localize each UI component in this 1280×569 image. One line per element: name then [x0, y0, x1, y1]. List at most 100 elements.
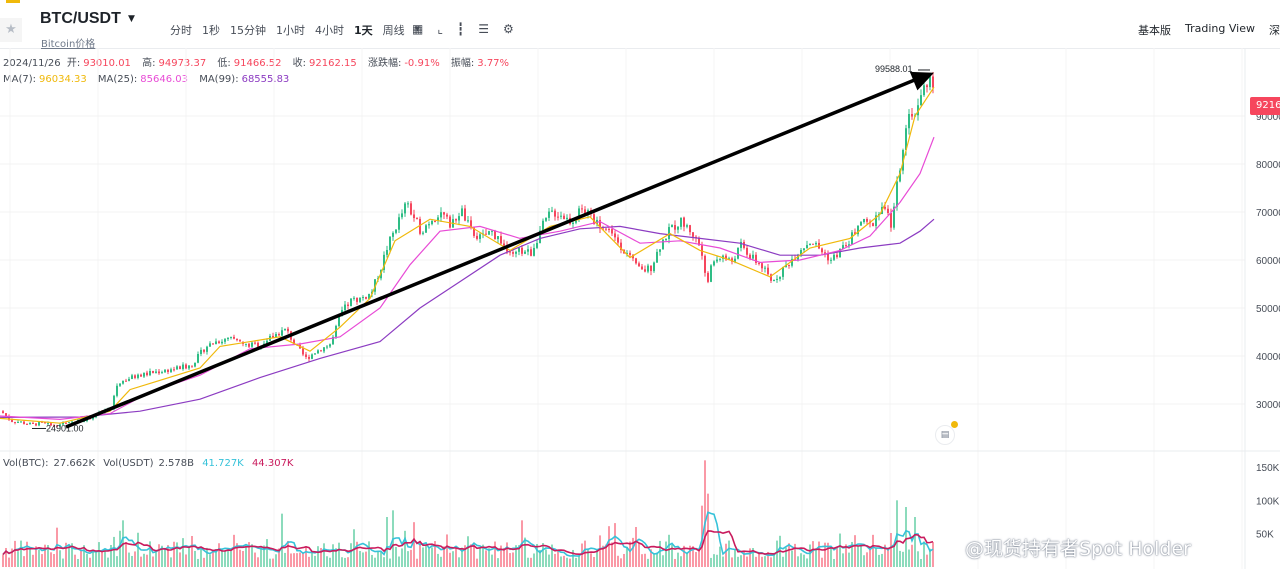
candle-body [320, 350, 322, 352]
volume-bar [734, 549, 736, 567]
candle-style-icon[interactable]: ┇ [456, 22, 465, 36]
candle-body [692, 232, 694, 237]
candle-body [674, 225, 676, 230]
indicator-icon[interactable]: ⌞ [437, 22, 443, 36]
volume-bar [929, 548, 931, 567]
layout-icon[interactable]: ☰ [478, 22, 489, 36]
ma99-label: MA(99): [199, 74, 239, 85]
symbol-subtitle-link[interactable]: Bitcoin价格 [41, 39, 96, 50]
candle-body [788, 265, 790, 267]
candle-body [302, 348, 304, 355]
interval-tab[interactable]: 15分钟 [230, 24, 266, 37]
volume-bar [599, 535, 601, 567]
candle-body [164, 369, 166, 373]
volume-bar [362, 552, 364, 567]
candle-body [917, 105, 919, 116]
favorite-star-icon[interactable]: ★ [0, 18, 22, 42]
candle-body [278, 333, 280, 336]
volume-bar [554, 553, 556, 567]
interval-tab-active[interactable]: 1天 [354, 24, 373, 37]
candle-body [47, 423, 49, 425]
volume-bar [545, 549, 547, 567]
ohlc-date: 2024/11/26 [3, 58, 61, 69]
volume-bar [716, 554, 718, 567]
candle-body [254, 342, 256, 344]
volume-bar [245, 544, 247, 567]
volume-bar [167, 545, 169, 567]
change-label: 涨跌幅: [367, 58, 402, 69]
volume-bar [434, 541, 436, 567]
volume-bar [74, 554, 76, 567]
volume-bar [8, 557, 10, 567]
tab-basic[interactable]: 基本版 [1138, 24, 1172, 37]
volume-bar [341, 557, 343, 567]
notification-dot [951, 421, 958, 428]
price-axis-tick: 40000 [1256, 352, 1280, 363]
candle-body [35, 423, 37, 426]
volume-bar [824, 542, 826, 567]
volume-bar [50, 552, 52, 567]
candle-body [113, 395, 115, 409]
volume-bar [386, 517, 388, 567]
interval-tab[interactable]: 1秒 [202, 24, 220, 37]
candle-body [908, 114, 910, 129]
volume-bar [323, 543, 325, 567]
candle-body [449, 216, 451, 228]
low-label: 低: [217, 58, 231, 69]
overlay-toggle-icon[interactable]: ▤ [935, 425, 955, 445]
volume-bar [86, 553, 88, 567]
candle-body [815, 242, 817, 245]
volume-bar [854, 535, 856, 567]
volume-bar [380, 551, 382, 567]
volume-bar [899, 550, 901, 567]
candle-body [14, 421, 16, 423]
candle-body [734, 258, 736, 262]
volume-bar [887, 547, 889, 567]
volume-bar [533, 553, 535, 567]
volume-bar [407, 551, 409, 567]
price-axis-tick: 70000 [1256, 208, 1280, 219]
interval-more-caret-icon[interactable]: ▾ [414, 22, 421, 35]
candle-body [617, 237, 619, 243]
symbol-dropdown-caret-icon[interactable]: ▼ [128, 14, 135, 24]
interval-tab[interactable]: 分时 [170, 24, 192, 37]
volume-bar [287, 540, 289, 567]
interval-tab[interactable]: 1小时 [276, 24, 305, 37]
volume-bar [881, 553, 883, 567]
candle-body [785, 265, 787, 267]
candle-body [26, 423, 28, 425]
volume-bar [98, 542, 100, 567]
gear-icon[interactable]: ⚙ [502, 22, 514, 36]
tab-depth[interactable]: 深 [1269, 24, 1280, 37]
price-chart[interactable]: 90000 80000 70000 60000 50000 40000 30000 150K 1… [0, 48, 1280, 569]
volume-bar [155, 552, 157, 567]
candle-body [773, 279, 775, 281]
volume-bar [659, 540, 661, 567]
volume-axis-tick: 100K [1256, 496, 1280, 507]
volume-bar [698, 550, 700, 567]
symbol-title[interactable]: BTC/USDT [40, 10, 121, 27]
interval-tab[interactable]: 4小时 [315, 24, 344, 37]
interval-tab[interactable]: 周线 [382, 24, 405, 37]
candle-body [497, 236, 499, 240]
candle-body [662, 239, 664, 250]
candle-body [467, 220, 469, 222]
candle-body [713, 261, 715, 266]
volume-bar [221, 549, 223, 567]
candle-body [335, 325, 337, 337]
candle-body [689, 225, 691, 233]
calendar-icon[interactable]: ▦ [412, 22, 424, 36]
volume-bar [875, 548, 877, 567]
candle-body [575, 219, 577, 223]
volume-bar [623, 553, 625, 567]
volume-bar [278, 548, 280, 567]
volume-info: Vol(BTC): 27.662K Vol(USDT) 2.578B 41.727K… [3, 458, 299, 469]
candle-body [548, 211, 550, 218]
candle-body [275, 333, 277, 338]
candle-body [116, 385, 118, 396]
ma99-line [0, 218, 935, 418]
candle-body [803, 248, 805, 251]
tab-tradingview[interactable]: Trading View [1185, 22, 1255, 35]
candle-body [455, 219, 457, 221]
volume-bar [257, 557, 259, 567]
